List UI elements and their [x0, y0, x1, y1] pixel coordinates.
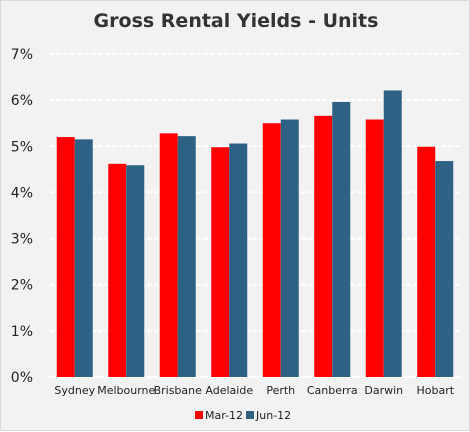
- y-tick-label: 1%: [11, 324, 33, 340]
- bar-mar-12-darwin: [365, 119, 384, 377]
- y-tick-label: 7%: [11, 47, 33, 63]
- legend-label: Mar-12: [205, 409, 243, 422]
- bar-jun-12-darwin: [383, 90, 402, 378]
- x-tick-label: Sydney: [54, 384, 95, 397]
- x-tick-label: Canberra: [307, 384, 358, 397]
- x-tick-label: Darwin: [364, 384, 403, 397]
- y-tick-label: 6%: [11, 93, 33, 109]
- legend: Mar-12 Jun-12: [195, 409, 291, 422]
- bar-mar-12-hobart: [417, 146, 436, 377]
- bar-mar-12-sydney: [56, 137, 75, 377]
- bar-jun-12-canberra: [332, 101, 351, 377]
- bar-jun-12-melbourne: [126, 165, 145, 377]
- x-tick-label: Melbourne: [97, 384, 155, 397]
- y-tick-label: 5%: [11, 139, 33, 155]
- bar-jun-12-sydney: [74, 139, 93, 377]
- bars: [56, 90, 454, 378]
- bar-mar-12-brisbane: [159, 133, 178, 377]
- bar-jun-12-brisbane: [177, 136, 196, 377]
- x-tick-label: Brisbane: [154, 384, 203, 397]
- bar-jun-12-perth: [280, 119, 299, 377]
- y-axis-ticks: 0% 1% 2% 3% 4% 5% 6% 7%: [11, 47, 33, 386]
- y-tick-label: 3%: [11, 232, 33, 248]
- y-tick-label: 0%: [11, 370, 33, 386]
- legend-swatch: [246, 411, 254, 419]
- y-tick-label: 4%: [11, 185, 33, 201]
- chart-title: Gross Rental Yields - Units: [94, 10, 379, 32]
- bar-jun-12-hobart: [435, 161, 454, 377]
- legend-label: Jun-12: [255, 409, 291, 422]
- bar-mar-12-adelaide: [211, 147, 230, 377]
- legend-swatch: [195, 411, 203, 419]
- x-tick-label: Hobart: [416, 384, 454, 397]
- bar-jun-12-adelaide: [229, 143, 248, 377]
- bar-mar-12-melbourne: [108, 163, 127, 377]
- bar-mar-12-canberra: [314, 115, 333, 378]
- x-tick-label: Perth: [266, 384, 295, 397]
- bar-mar-12-perth: [262, 123, 281, 377]
- y-tick-label: 2%: [11, 278, 33, 294]
- x-tick-label: Adelaide: [205, 384, 253, 397]
